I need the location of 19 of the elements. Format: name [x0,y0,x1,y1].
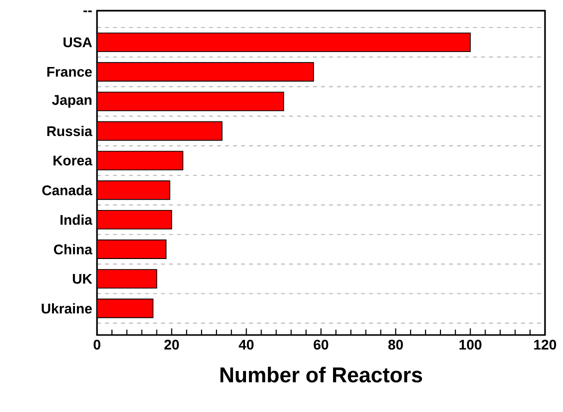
y-tick-label: Ukraine [42,303,92,314]
x-tick-label: 120 [534,340,556,350]
y-tick-label: -- [84,10,92,12]
y-tick-label: France [47,67,92,77]
x-tick-label: 40 [238,340,254,350]
y-tick-label: Japan [52,95,92,108]
y-tick-label: USA [64,37,92,48]
y-tick-label: China [54,244,92,254]
y-tick-label: India [60,214,92,225]
x-tick-label: 80 [388,340,403,350]
x-axis-title: Number of Reactors [220,366,422,382]
x-tick-label: 20 [164,340,179,350]
y-tick-label: Canada [42,184,92,196]
x-tick-label: 0 [94,340,100,350]
x-tick-label: 100 [460,340,482,350]
y-tick-label: UK [72,274,92,284]
y-tick-label: Russia [47,126,92,136]
y-tick-label: Korea [54,156,92,166]
x-tick-label: 60 [314,340,328,350]
